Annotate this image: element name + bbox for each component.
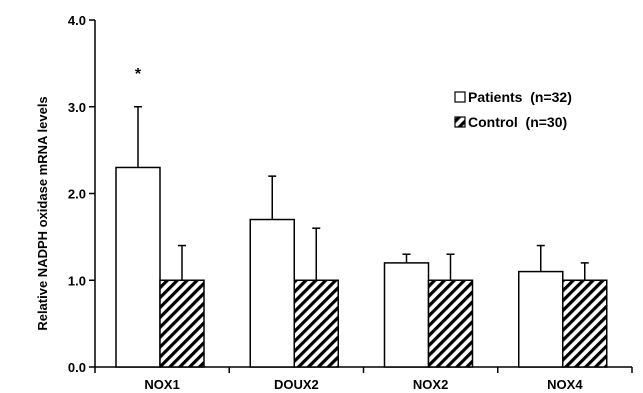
legend: Patients (n=32) Control (n=30) bbox=[454, 89, 572, 130]
legend-swatch bbox=[454, 116, 466, 128]
bar bbox=[115, 166, 161, 368]
legend-label: Control (n=30) bbox=[468, 114, 567, 130]
bar bbox=[562, 279, 608, 368]
y-axis-title: Relative NADPH oxidase mRNA levels bbox=[35, 96, 50, 330]
bar bbox=[518, 270, 564, 368]
y-tick-label: 2.0 bbox=[68, 187, 86, 202]
x-tick-label: DOUX2 bbox=[274, 377, 319, 392]
significance-marker: * bbox=[135, 66, 142, 83]
labels: 0.0 1.0 2.0 3.0 4.0 Relative NADPH oxidase mR… bbox=[35, 13, 583, 392]
bar bbox=[249, 218, 295, 368]
x-tick-label: NOX1 bbox=[144, 377, 179, 392]
y-tick-label: 4.0 bbox=[68, 13, 86, 28]
y-tick-label: 0.0 bbox=[68, 360, 86, 375]
bar bbox=[293, 279, 339, 368]
bars bbox=[115, 106, 608, 368]
bar bbox=[159, 279, 205, 368]
bar bbox=[427, 279, 474, 368]
bar bbox=[383, 262, 430, 368]
y-tick-label: 3.0 bbox=[68, 100, 86, 115]
y-tick-label: 1.0 bbox=[68, 273, 86, 288]
x-tick-label: NOX4 bbox=[547, 377, 583, 392]
legend-swatch bbox=[454, 91, 466, 103]
legend-label: Patients (n=32) bbox=[468, 89, 572, 105]
x-tick-label: NOX2 bbox=[413, 377, 448, 392]
